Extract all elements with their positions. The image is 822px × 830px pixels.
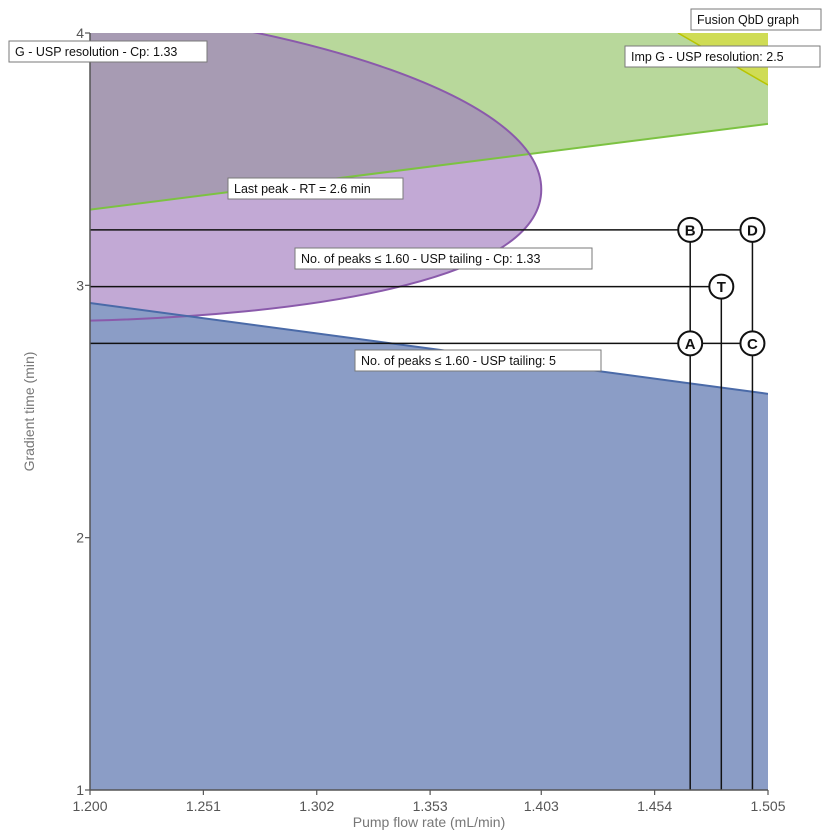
x-tick-label: 1.200 bbox=[72, 798, 107, 814]
chart-title: Fusion QbD graph bbox=[690, 8, 822, 31]
label-usp-tailing-cp-text: No. of peaks ≤ 1.60 - USP tailing - Cp: … bbox=[301, 252, 540, 266]
label-g-usp-resolution-text: G - USP resolution - Cp: 1.33 bbox=[15, 45, 177, 59]
boundary-g-usp-resolution bbox=[90, 122, 768, 211]
point-d-label: D bbox=[747, 222, 758, 239]
point-a-label: A bbox=[685, 336, 696, 353]
y-tick-label: 4 bbox=[76, 25, 84, 41]
x-tick-label: 1.302 bbox=[299, 798, 334, 814]
region-usp-tailing bbox=[90, 302, 768, 790]
label-last-peak: Last peak - RT = 2.6 min bbox=[227, 177, 404, 200]
point-b-label: B bbox=[685, 222, 696, 239]
label-usp-tailing-cp: No. of peaks ≤ 1.60 - USP tailing - Cp: … bbox=[294, 247, 593, 270]
boundary-usp-tailing bbox=[90, 302, 768, 395]
x-tick-label: 1.353 bbox=[413, 798, 448, 814]
point-t-label: T bbox=[717, 279, 726, 296]
label-imp-g-usp-resolution-box bbox=[624, 45, 821, 68]
label-imp-g-usp-resolution-text: Imp G - USP resolution: 2.5 bbox=[631, 50, 784, 64]
label-g-usp-resolution: G - USP resolution - Cp: 1.33 bbox=[8, 40, 208, 63]
point-a-marker bbox=[677, 330, 704, 357]
label-usp-tailing-box bbox=[354, 349, 602, 372]
label-imp-g-usp-resolution: Imp G - USP resolution: 2.5 bbox=[624, 45, 821, 68]
region-overlap bbox=[90, 33, 542, 210]
label-g-usp-resolution-box bbox=[8, 40, 208, 63]
label-usp-tailing-text: No. of peaks ≤ 1.60 - USP tailing: 5 bbox=[361, 354, 556, 368]
x-axis-title: Pump flow rate (mL/min) bbox=[353, 814, 505, 830]
point-c-marker bbox=[739, 330, 766, 357]
label-last-peak-box bbox=[227, 177, 404, 200]
x-tick-label: 1.251 bbox=[186, 798, 221, 814]
y-tick-label: 3 bbox=[76, 277, 84, 293]
point-b-marker bbox=[677, 216, 704, 243]
region-layer bbox=[90, 33, 768, 790]
chart-title-box bbox=[690, 8, 822, 31]
label-usp-tailing-cp-box bbox=[294, 247, 593, 270]
label-last-peak-text: Last peak - RT = 2.6 min bbox=[234, 182, 371, 196]
y-tick-label: 1 bbox=[76, 782, 84, 798]
label-usp-tailing: No. of peaks ≤ 1.60 - USP tailing: 5 bbox=[354, 349, 602, 372]
y-axis-title: Gradient time (min) bbox=[21, 352, 37, 472]
x-tick-label: 1.454 bbox=[637, 798, 672, 814]
label-layer: Fusion QbD graph G - USP resolution - Cp:… bbox=[8, 8, 822, 372]
design-space-layer: A B C D T bbox=[90, 216, 766, 790]
point-d-marker bbox=[739, 216, 766, 243]
axes-layer: 1 2 3 4 1.200 1.251 1.302 1.353 1.403 1.454 1.505 P… bbox=[21, 25, 786, 830]
x-tick-label: 1.505 bbox=[750, 798, 785, 814]
chart-title-text: Fusion QbD graph bbox=[697, 13, 799, 27]
x-tick-label: 1.403 bbox=[524, 798, 559, 814]
point-t-marker bbox=[708, 273, 735, 300]
boundary-last-peak bbox=[90, 33, 543, 322]
y-tick-label: 2 bbox=[76, 530, 84, 546]
point-c-label: C bbox=[747, 336, 758, 353]
